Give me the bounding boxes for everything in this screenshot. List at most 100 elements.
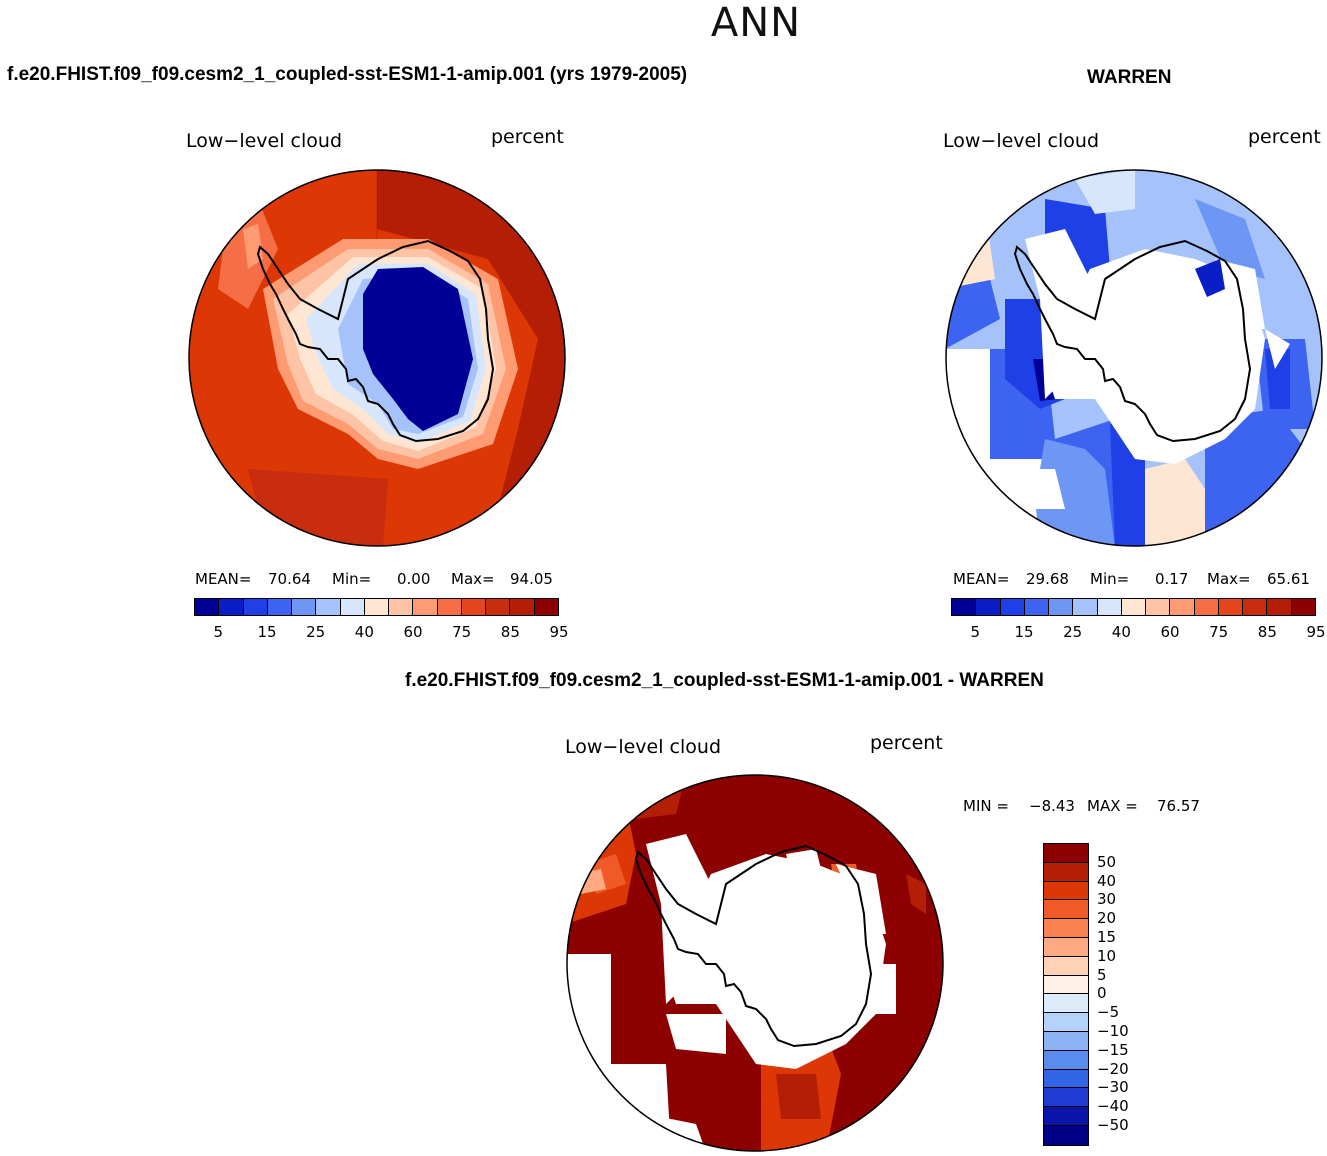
diff-colorbar-tick-label: −5 <box>1097 1003 1120 1022</box>
model-colorbar-swatch <box>389 599 414 615</box>
obs-mean-label: MEAN= <box>953 570 1010 588</box>
model-colorbar-swatch <box>364 599 390 615</box>
model-variable-label: Low−level cloud <box>186 130 343 152</box>
model-mean-value: 70.64 <box>268 570 311 588</box>
page-title: ANN <box>710 0 802 46</box>
obs-colorbar-tick-label: 75 <box>1209 623 1229 641</box>
diff-colorbar-tick-label: 0 <box>1097 984 1107 1003</box>
diff-colorbar-tick-label: 20 <box>1097 909 1117 928</box>
obs-units-label: percent <box>1248 126 1321 148</box>
obs-colorbar-tick-label: 85 <box>1257 623 1277 641</box>
obs-colorbar-swatch <box>1097 599 1122 615</box>
model-units-label: percent <box>491 126 564 148</box>
diff-colorbar-swatch <box>1044 1050 1088 1070</box>
obs-colorbar-swatch <box>1146 599 1171 615</box>
model-colorbar-swatch <box>292 599 317 615</box>
model-colorbar-swatch <box>486 599 511 615</box>
diff-colorbar-tick-label: −20 <box>1097 1059 1129 1078</box>
obs-coastline <box>1013 239 1252 443</box>
model-colorbar-tick-label: 75 <box>452 623 472 641</box>
diff-min-label: MIN = <box>963 797 1009 815</box>
diff-colorbar-tick-label: 30 <box>1097 890 1117 909</box>
diff-colorbar-swatch <box>1044 1125 1088 1145</box>
diff-min-value: −8.43 <box>1029 797 1075 815</box>
model-colorbar-swatch <box>316 599 341 615</box>
model-colorbar-swatch <box>340 599 365 615</box>
diff-max-label: MAX = <box>1087 797 1138 815</box>
diff-colorbar-tick-label: −30 <box>1097 1078 1129 1097</box>
model-coastline <box>256 239 495 443</box>
diff-colorbar-swatch <box>1044 862 1088 882</box>
diff-coastline <box>634 844 873 1048</box>
diff-colorbar-swatch <box>1044 844 1088 863</box>
obs-case-title: WARREN <box>1087 67 1172 88</box>
model-colorbar-swatch <box>413 599 438 615</box>
diff-colorbar-tick-label: −50 <box>1097 1116 1129 1134</box>
obs-colorbar-swatch <box>1267 599 1292 615</box>
diff-case-title: f.e20.FHIST.f09_f09.cesm2_1_coupled-sst-… <box>405 670 1044 691</box>
obs-variable-label: Low−level cloud <box>943 130 1100 152</box>
obs-colorbar <box>951 598 1316 616</box>
model-colorbar-swatch <box>219 599 244 615</box>
diff-colorbar <box>1043 843 1089 1146</box>
diff-colorbar-tick-label: 5 <box>1097 965 1107 984</box>
model-colorbar-swatch <box>437 599 462 615</box>
obs-colorbar-tick-label: 5 <box>970 623 981 641</box>
model-max-value: 94.05 <box>510 570 553 588</box>
model-colorbar-swatch <box>243 599 268 615</box>
obs-colorbar-swatch <box>1243 599 1268 615</box>
model-colorbar-tick-label: 25 <box>306 623 326 641</box>
diff-units-label: percent <box>870 732 943 754</box>
obs-polar-map <box>945 169 1323 547</box>
diff-colorbar-swatch <box>1044 1069 1088 1089</box>
diff-colorbar-swatch <box>1044 900 1088 920</box>
diff-colorbar-swatch <box>1044 1088 1088 1108</box>
diff-colorbar-swatch <box>1044 1013 1088 1032</box>
obs-colorbar-tick-label: 95 <box>1306 623 1326 641</box>
obs-colorbar-swatch <box>1194 599 1219 615</box>
diff-colorbar-swatch <box>1044 919 1088 938</box>
model-colorbar-tick-label: 5 <box>213 623 224 641</box>
obs-colorbar-swatch <box>952 599 977 615</box>
diff-colorbar-tick-label: −15 <box>1097 1040 1129 1059</box>
model-colorbar-tick-label: 85 <box>500 623 520 641</box>
obs-max-value: 65.61 <box>1267 570 1310 588</box>
diff-colorbar-tick-label: 15 <box>1097 928 1117 946</box>
obs-colorbar-swatch <box>1000 599 1025 615</box>
obs-colorbar-tick-label: 25 <box>1063 623 1083 641</box>
model-colorbar-tick-label: 95 <box>549 623 569 641</box>
diff-colorbar-swatch <box>1044 1107 1088 1126</box>
model-colorbar-tick-label: 15 <box>257 623 277 641</box>
obs-min-value: 0.17 <box>1155 570 1189 588</box>
obs-colorbar-swatch <box>1170 599 1195 615</box>
diff-colorbar-tick-label: 40 <box>1097 871 1117 890</box>
diff-colorbar-swatch <box>1044 956 1088 976</box>
diff-colorbar-swatch <box>1044 994 1088 1014</box>
diff-colorbar-tick-label: 10 <box>1097 946 1117 965</box>
model-mean-label: MEAN= <box>195 570 252 588</box>
model-colorbar-tick-label: 60 <box>403 623 423 641</box>
obs-colorbar-swatch <box>1073 599 1098 615</box>
diff-variable-label: Low−level cloud <box>565 736 722 758</box>
model-colorbar-swatch <box>267 599 293 615</box>
diff-colorbar-swatch <box>1044 975 1088 995</box>
model-colorbar-tick-label: 40 <box>354 623 374 641</box>
obs-mean-value: 29.68 <box>1026 570 1069 588</box>
model-min-value: 0.00 <box>397 570 431 588</box>
model-max-label: Max= <box>451 570 495 588</box>
obs-colorbar-swatch <box>976 599 1001 615</box>
obs-colorbar-swatch <box>1121 599 1147 615</box>
model-colorbar-swatch <box>195 599 220 615</box>
diff-max-value: 76.57 <box>1157 797 1200 815</box>
model-min-label: Min= <box>332 570 372 588</box>
model-colorbar-swatch <box>461 599 487 615</box>
obs-min-label: Min= <box>1090 570 1130 588</box>
diff-colorbar-tick-label: −10 <box>1097 1022 1129 1040</box>
diff-colorbar-swatch <box>1044 1031 1088 1051</box>
obs-max-label: Max= <box>1207 570 1251 588</box>
model-case-title: f.e20.FHIST.f09_f09.cesm2_1_coupled-sst-… <box>7 64 688 85</box>
model-polar-map <box>188 169 566 547</box>
model-colorbar-swatch <box>510 599 535 615</box>
obs-colorbar-swatch <box>1049 599 1074 615</box>
diff-colorbar-tick-label: −40 <box>1097 1097 1129 1116</box>
